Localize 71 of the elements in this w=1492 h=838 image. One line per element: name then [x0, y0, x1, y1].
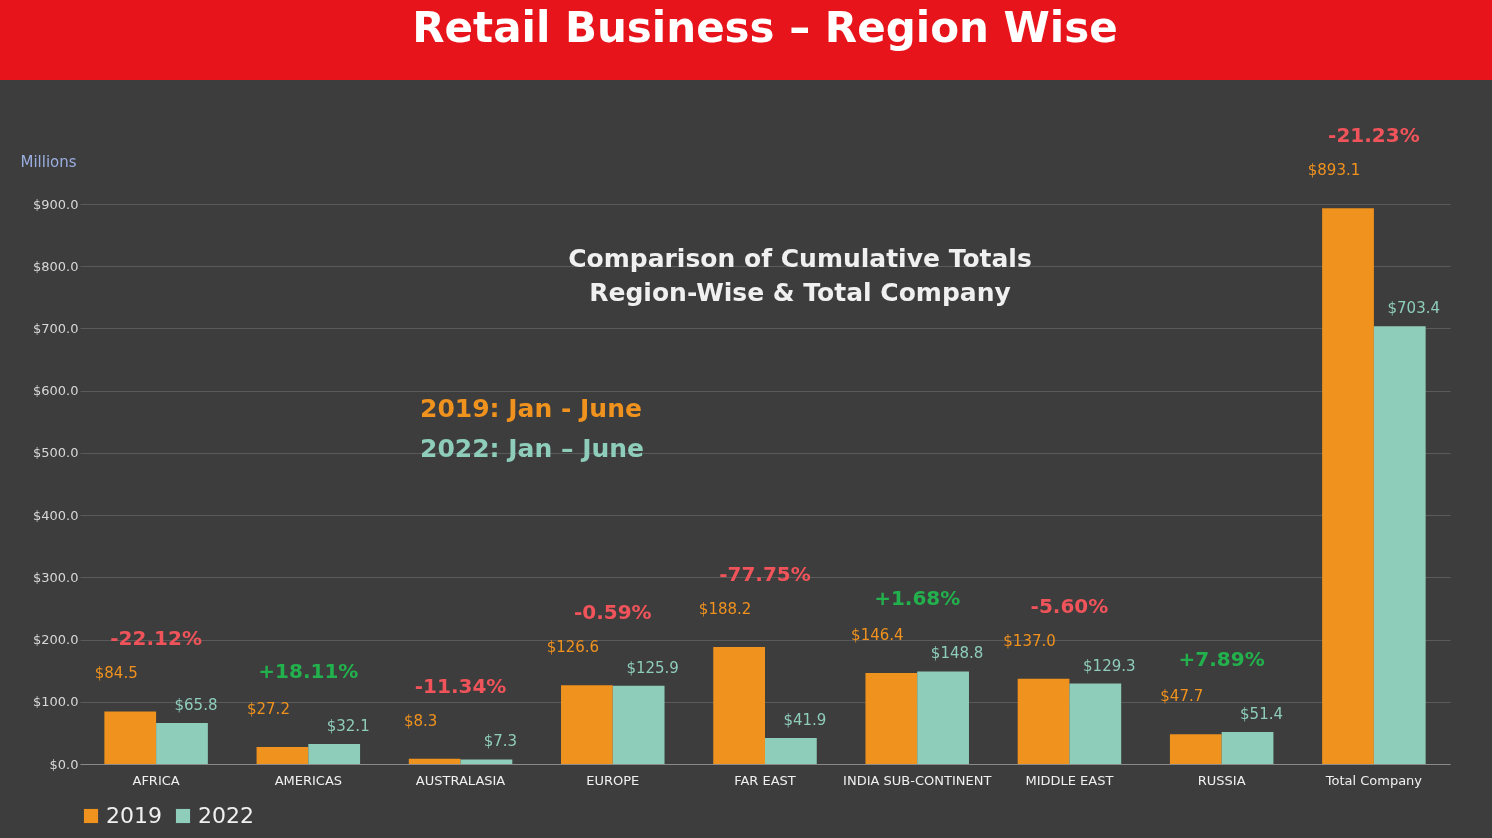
x-tick-label: AUSTRALASIA	[415, 772, 506, 788]
bar	[256, 747, 309, 764]
y-tick-label: $600.0	[33, 383, 79, 399]
data-label: $8.3	[403, 711, 438, 730]
data-label: $137.0	[1003, 631, 1056, 650]
y-tick-label: $100.0	[33, 694, 79, 710]
annotation: +7.89%	[1178, 647, 1265, 672]
annotation: -11.34%	[414, 673, 507, 698]
annotation: -5.60%	[1030, 593, 1109, 618]
bar	[612, 685, 665, 764]
bar	[1069, 683, 1122, 764]
legend-label: 2022	[198, 803, 254, 828]
y-tick-label: $500.0	[33, 445, 79, 461]
bar	[865, 672, 918, 764]
bar	[308, 744, 361, 764]
chart-title: Retail Business – Region Wise	[412, 3, 1118, 53]
y-tick-label: $700.0	[33, 320, 79, 336]
bar	[156, 723, 208, 764]
data-label: $7.3	[483, 732, 518, 751]
x-tick-label: MIDDLE EAST	[1025, 772, 1114, 788]
bar	[765, 737, 817, 764]
bar	[561, 685, 613, 764]
y-tick-label: $900.0	[33, 196, 79, 212]
data-label: $65.8	[174, 696, 218, 715]
bar	[460, 759, 513, 764]
data-label: $126.6	[546, 638, 600, 657]
data-label: $125.9	[626, 658, 679, 677]
bar	[1169, 734, 1222, 764]
text: Comparison of Cumulative Totals Region-Wise & Total Company	[568, 244, 1032, 307]
data-label: $893.1	[1307, 161, 1361, 180]
data-label: $188.2	[698, 599, 752, 618]
x-tick-label: AFRICA	[132, 772, 180, 788]
y-tick-label: $200.0	[33, 632, 79, 648]
data-label: $41.9	[783, 710, 827, 729]
data-label: $146.4	[851, 625, 904, 644]
data-label: $47.7	[1160, 687, 1204, 706]
legend-label: 2019	[106, 803, 162, 828]
data-label: $32.1	[326, 717, 370, 736]
data-label: $27.2	[246, 700, 290, 719]
x-tick-label: EUROPE	[586, 772, 640, 788]
bar	[917, 671, 969, 764]
data-label: $129.3	[1083, 656, 1136, 675]
bar	[104, 711, 157, 764]
x-tick-label: INDIA SUB-CONTINENT	[843, 772, 992, 788]
annotation: +18.11%	[258, 659, 359, 684]
y-tick-label: $400.0	[33, 507, 79, 523]
data-label: $51.4	[1240, 705, 1284, 724]
bar	[1221, 732, 1274, 764]
y-tick-label: $800.0	[33, 258, 79, 274]
x-tick-label: Total Company	[1324, 772, 1423, 788]
bar	[713, 646, 765, 764]
annotation: 2022: Jan – June	[420, 434, 645, 463]
annotation: 2019: Jan - June	[420, 394, 642, 423]
annotation: +1.68%	[874, 586, 961, 611]
bar	[1322, 208, 1374, 764]
text: -21.23%	[1328, 123, 1420, 148]
data-label: $84.5	[94, 664, 138, 683]
bar	[408, 758, 461, 764]
y-tick-label: $0.0	[49, 756, 79, 772]
annotation: -22.12%	[110, 626, 202, 651]
x-tick-label: RUSSIA	[1197, 772, 1246, 788]
data-label: $148.8	[930, 644, 984, 663]
annotation: -77.75%	[719, 561, 811, 586]
annotation: -0.59%	[573, 600, 652, 625]
y-axis-title: Millions	[20, 152, 77, 171]
bar	[1017, 678, 1070, 764]
x-tick-label: AMERICAS	[274, 772, 343, 788]
data-label: $703.4	[1387, 299, 1441, 318]
bar	[1373, 326, 1426, 764]
y-tick-label: $300.0	[33, 569, 79, 585]
x-tick-label: FAR EAST	[734, 772, 796, 788]
